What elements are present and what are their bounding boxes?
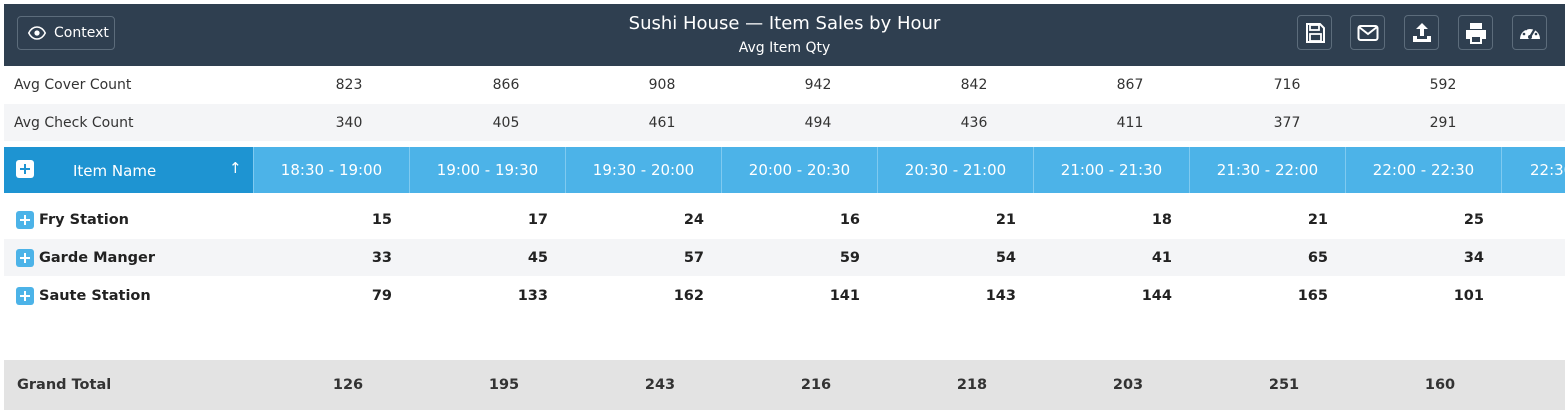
save-icon (1305, 22, 1325, 43)
cell-value: 15 (371, 212, 392, 228)
save-button[interactable] (1297, 15, 1332, 50)
stat-value: 494 (804, 114, 832, 131)
stat-value: 405 (492, 114, 520, 131)
column-header[interactable]: 21:30 - 22:00 (1189, 147, 1345, 193)
table-row: Garde Manger 33 45 57 59 54 41 65 34 (4, 239, 1565, 276)
cell-value: 165 (1297, 287, 1328, 304)
column-header[interactable]: 20:30 - 21:00 (877, 147, 1033, 193)
stat-value: 842 (960, 77, 988, 93)
cell-value: 17 (527, 212, 548, 228)
expand-all-icon[interactable] (16, 160, 34, 178)
cell-value: 162 (673, 287, 704, 304)
stat-value: 461 (648, 114, 676, 131)
cell-value: 21 (995, 212, 1016, 228)
sort-up-icon[interactable]: ↑ (229, 159, 242, 177)
item-name-header-label: Item Name (73, 162, 157, 180)
column-header[interactable]: 19:30 - 20:00 (565, 147, 721, 193)
upload-icon (1412, 22, 1431, 42)
grand-total-label: Grand Total (17, 377, 112, 393)
cell-value: 101 (1453, 287, 1484, 304)
total-value: 243 (644, 377, 676, 393)
cell-value: 16 (839, 212, 860, 228)
report-header: Context Sushi House — Item Sales by Hour… (4, 4, 1565, 66)
cell-value: 41 (1151, 249, 1172, 266)
stat-value: 867 (1116, 77, 1144, 93)
expand-row-icon[interactable] (16, 286, 34, 305)
total-value: 251 (1268, 377, 1300, 393)
stat-value: 291 (1429, 114, 1457, 131)
total-value: 218 (956, 377, 988, 393)
table-header: Item Name ↑ 18:30 - 19:00 19:00 - 19:30 … (4, 147, 1565, 193)
row-label: Garde Manger (39, 249, 155, 266)
stat-value: 377 (1273, 114, 1301, 131)
cell-value: 143 (985, 287, 1016, 304)
total-value: 203 (1112, 377, 1144, 393)
column-header[interactable]: 22:30 (1501, 147, 1565, 193)
expand-row-icon[interactable] (16, 248, 34, 267)
stat-value: 942 (804, 77, 832, 93)
stat-label: Avg Cover Count (14, 77, 132, 93)
column-header[interactable]: 21:00 - 21:30 (1033, 147, 1189, 193)
cell-value: 45 (527, 249, 548, 266)
row-label: Fry Station (39, 212, 129, 228)
stat-value: 823 (335, 77, 363, 93)
stat-value: 592 (1429, 77, 1457, 93)
cell-value: 79 (371, 287, 392, 304)
column-header[interactable]: 22:00 - 22:30 (1345, 147, 1501, 193)
stat-value: 436 (960, 114, 988, 131)
cell-value: 18 (1151, 212, 1172, 228)
dashboard-button[interactable] (1512, 15, 1547, 50)
row-label: Saute Station (39, 287, 151, 304)
stat-row-check-count: Avg Check Count 340 405 461 494 436 411 … (4, 104, 1565, 141)
stat-value: 716 (1273, 77, 1301, 93)
total-value: 126 (332, 377, 364, 393)
stat-label: Avg Check Count (14, 114, 134, 131)
stat-value: 908 (648, 77, 676, 93)
stat-value: 866 (492, 77, 520, 93)
cell-value: 54 (995, 249, 1016, 266)
column-header[interactable]: 19:00 - 19:30 (409, 147, 565, 193)
cell-value: 24 (683, 212, 704, 228)
print-button[interactable] (1458, 15, 1493, 50)
cell-value: 141 (829, 287, 860, 304)
email-button[interactable] (1350, 15, 1385, 50)
cell-value: 59 (839, 249, 860, 266)
dashboard-icon (1519, 25, 1540, 39)
column-header[interactable]: 20:00 - 20:30 (721, 147, 877, 193)
table-row: Saute Station 79 133 162 141 143 144 165… (4, 277, 1565, 314)
print-icon (1465, 22, 1486, 44)
table-row: Fry Station 15 17 24 16 21 18 21 25 (4, 202, 1565, 238)
context-button-label: Context (54, 25, 109, 41)
stat-value: 340 (335, 114, 363, 131)
column-header[interactable]: 18:30 - 19:00 (253, 147, 409, 193)
stat-row-cover-count: Avg Cover Count 823 866 908 942 842 867 … (4, 67, 1565, 103)
total-value: 195 (488, 377, 520, 393)
total-value: 160 (1424, 377, 1456, 393)
email-icon (1357, 24, 1378, 41)
item-name-header[interactable]: Item Name ↑ (4, 147, 253, 193)
cell-value: 34 (1463, 249, 1484, 266)
expand-row-icon[interactable] (16, 211, 34, 229)
cell-value: 21 (1307, 212, 1328, 228)
cell-value: 65 (1307, 249, 1328, 266)
eye-icon (28, 26, 46, 40)
grand-total-row: Grand Total 126 195 243 216 218 203 251 … (4, 360, 1565, 410)
stat-value: 411 (1116, 114, 1144, 131)
cell-value: 33 (371, 249, 392, 266)
cell-value: 57 (683, 249, 704, 266)
cell-value: 25 (1463, 212, 1484, 228)
total-value: 216 (800, 377, 832, 393)
cell-value: 144 (1141, 287, 1172, 304)
context-button[interactable]: Context (17, 16, 115, 50)
upload-button[interactable] (1404, 15, 1439, 50)
cell-value: 133 (517, 287, 548, 304)
